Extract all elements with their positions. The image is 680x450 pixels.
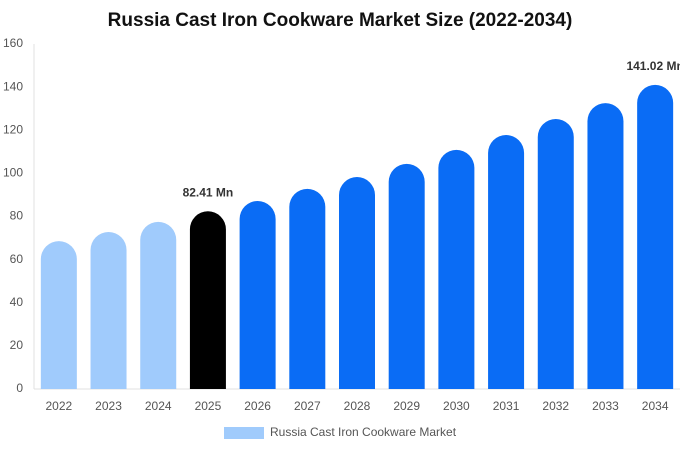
x-tick-label: 2029 — [393, 399, 420, 413]
x-tick-label: 2023 — [95, 399, 122, 413]
x-tick-label: 2032 — [542, 399, 569, 413]
x-tick-label: 2031 — [493, 399, 520, 413]
bar — [637, 84, 674, 389]
bar — [189, 211, 226, 389]
bar — [40, 241, 77, 389]
x-tick-label: 2024 — [145, 399, 172, 413]
value-label: 141.02 Mn — [626, 59, 680, 73]
x-tick-label: 2025 — [195, 399, 222, 413]
y-tick-label: 0 — [16, 381, 23, 395]
bar — [90, 232, 127, 389]
x-tick-label: 2022 — [45, 399, 72, 413]
x-tick-label: 2030 — [443, 399, 470, 413]
bar — [339, 177, 375, 389]
x-tick-label: 2027 — [294, 399, 321, 413]
legend-label: Russia Cast Iron Cookware Market — [270, 425, 457, 439]
legend-swatch — [224, 427, 264, 439]
y-tick-label: 40 — [10, 295, 24, 309]
x-tick-label: 2033 — [592, 399, 619, 413]
bar — [537, 119, 574, 389]
x-tick-label: 2034 — [642, 399, 669, 413]
y-tick-label: 20 — [10, 338, 24, 352]
y-tick-label: 100 — [3, 166, 23, 180]
value-label: 82.41 Mn — [183, 185, 234, 199]
chart-title: Russia Cast Iron Cookware Market Size (2… — [108, 10, 573, 31]
y-tick-label: 140 — [3, 79, 23, 93]
bar — [239, 200, 276, 389]
y-tick-label: 60 — [10, 252, 24, 266]
y-tick-label: 80 — [10, 209, 24, 223]
bar — [289, 188, 326, 389]
y-tick-label: 120 — [3, 122, 23, 136]
bar — [140, 221, 177, 389]
x-tick-label: 2028 — [344, 399, 371, 413]
bar — [587, 103, 624, 389]
bar — [388, 163, 425, 389]
y-tick-label: 160 — [3, 36, 23, 50]
bar — [438, 149, 475, 389]
bar — [488, 135, 525, 389]
x-tick-label: 2026 — [244, 399, 271, 413]
